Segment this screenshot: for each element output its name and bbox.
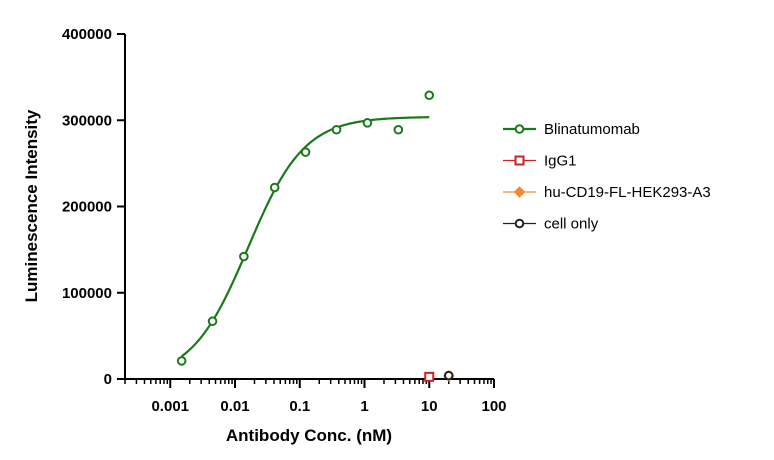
legend-marker xyxy=(514,218,525,229)
data-point xyxy=(393,124,404,135)
legend: Blinatumomab IgG1 hu-CD19-FL-HEK293-A3 cell… xyxy=(503,121,711,233)
fit-curves xyxy=(180,116,430,358)
x-tick-label: 0.01 xyxy=(220,398,249,415)
ticks: 0 100000 200000 300000 400000 0.001 0.01 0.1 1 10… xyxy=(62,26,507,415)
x-tick-label: 1 xyxy=(360,398,368,415)
data-point xyxy=(300,147,311,157)
data-point xyxy=(207,316,218,327)
x-tick-label: 0.001 xyxy=(151,398,189,415)
data-point xyxy=(424,90,435,101)
data-point xyxy=(331,124,342,135)
legend-marker xyxy=(513,186,526,198)
data-point xyxy=(443,370,454,381)
y-axis-title: Luminescence Intensity xyxy=(22,109,41,302)
data-point xyxy=(269,182,280,193)
legend-label: hu-CD19-FL-HEK293-A3 xyxy=(544,184,711,201)
data-point xyxy=(362,118,373,128)
x-tick-label: 10 xyxy=(421,398,438,415)
data-point xyxy=(176,356,187,366)
legend-label: Blinatumomab xyxy=(544,121,640,138)
x-tick-label: 0.1 xyxy=(289,398,310,415)
legend-label: IgG1 xyxy=(544,153,577,170)
y-tick-label: 200000 xyxy=(62,199,112,216)
fit-curve-0 xyxy=(180,116,430,358)
legend-label: cell only xyxy=(544,216,599,233)
axes xyxy=(124,34,494,380)
y-tick-label: 400000 xyxy=(62,26,112,43)
x-tick-label: 100 xyxy=(481,398,506,415)
legend-marker xyxy=(514,155,525,166)
y-tick-label: 0 xyxy=(104,371,112,388)
data-points xyxy=(176,90,455,382)
y-tick-label: 300000 xyxy=(62,112,112,129)
x-axis-title: Antibody Conc. (nM) xyxy=(226,426,392,445)
legend-marker xyxy=(514,124,525,134)
data-point xyxy=(239,251,249,262)
y-tick-label: 100000 xyxy=(62,285,112,302)
data-point xyxy=(424,371,435,382)
